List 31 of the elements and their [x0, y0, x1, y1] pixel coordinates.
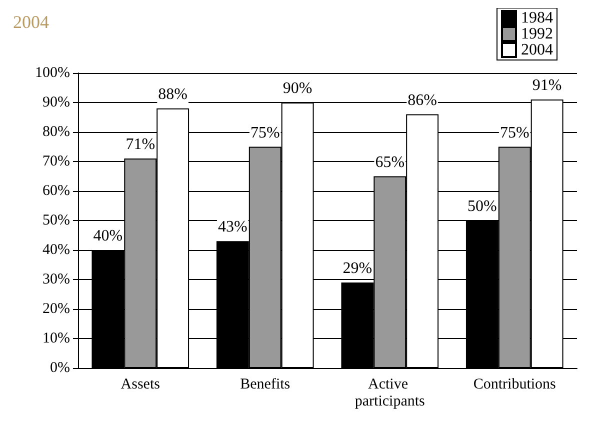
- x-tick-label: Benefits: [240, 376, 290, 392]
- data-label: 40%: [93, 228, 123, 244]
- y-tick-label: 80%: [42, 124, 70, 140]
- x-tick-label: Active participants: [354, 376, 426, 410]
- data-label: 86%: [408, 92, 437, 109]
- legend-label: 1984: [521, 10, 553, 26]
- legend-label: 2004: [521, 42, 553, 58]
- y-tick-label: 100%: [35, 65, 70, 81]
- y-tick-label: 40%: [42, 242, 70, 258]
- legend-label: 1992: [521, 26, 553, 42]
- y-tick-label: 90%: [42, 94, 70, 110]
- data-label: 29%: [342, 260, 372, 277]
- x-tick-label: Assets: [120, 376, 160, 392]
- y-tick-label: 0%: [50, 360, 70, 376]
- data-label: 75%: [500, 124, 530, 142]
- data-label: 65%: [375, 154, 405, 171]
- data-label: 75%: [250, 124, 280, 142]
- data-label: 90%: [282, 80, 312, 97]
- y-tick-label: 50%: [42, 212, 70, 228]
- y-tick-label: 10%: [42, 330, 70, 346]
- data-label: 91%: [532, 77, 562, 94]
- data-label: 50%: [468, 198, 497, 215]
- data-label: 71%: [126, 136, 156, 154]
- y-tick-label: 30%: [42, 272, 70, 288]
- data-label: 88%: [158, 86, 188, 103]
- y-tick-label: 70%: [42, 154, 70, 170]
- x-tick-label: Contributions: [473, 376, 556, 392]
- y-tick-label: 60%: [42, 183, 70, 199]
- y-tick-label: 20%: [42, 301, 70, 317]
- chart-title: 2004: [13, 12, 49, 32]
- data-label: 43%: [218, 218, 248, 236]
